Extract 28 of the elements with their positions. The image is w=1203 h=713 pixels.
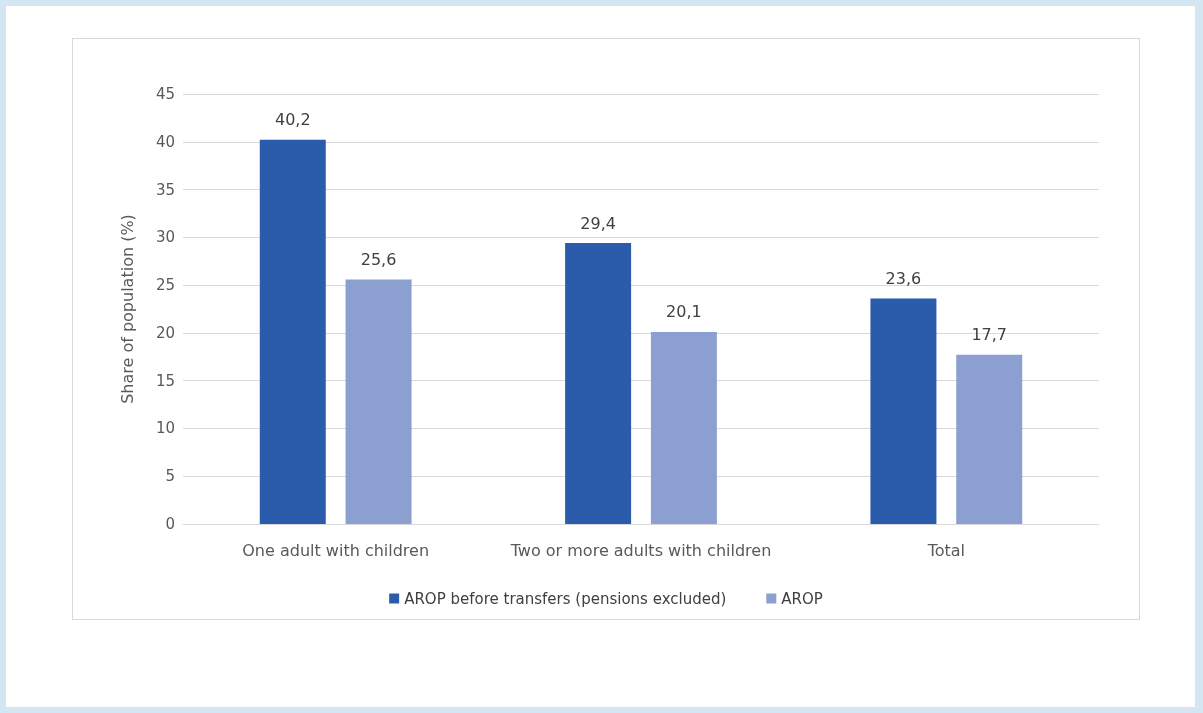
bar: [650, 331, 717, 524]
y-tick-label: 0: [165, 515, 175, 533]
legend-label: AROP: [781, 589, 823, 608]
y-tick-label: 30: [155, 228, 175, 247]
bar: [870, 298, 937, 524]
bar: [565, 243, 632, 524]
bar: [956, 354, 1023, 524]
bar: [259, 139, 326, 524]
y-tick-label: 35: [155, 180, 175, 199]
data-label: 20,1: [666, 302, 702, 322]
y-tick-label: 25: [155, 276, 175, 295]
y-tick-label: 5: [165, 467, 175, 486]
y-tick-label: 20: [155, 323, 175, 342]
data-label: 17,7: [971, 325, 1008, 345]
data-label: 25,6: [360, 249, 397, 269]
y-axis-title: Share of population (%): [117, 214, 137, 404]
y-tick-label: 10: [155, 419, 175, 438]
data-label: 29,4: [580, 213, 616, 233]
y-tick-label: 15: [155, 371, 175, 390]
bar: [345, 279, 412, 524]
x-tick-label: One adult with children: [242, 540, 430, 560]
x-tick-label: Total: [926, 540, 966, 560]
y-tick-label: 45: [155, 85, 175, 103]
data-label: 40,2: [274, 110, 311, 130]
data-label: 23,6: [885, 268, 922, 288]
legend-label: AROP before transfers (pensions excluded): [404, 589, 727, 608]
x-tick-label: Two or more adults with children: [509, 540, 772, 560]
y-tick-label: 40: [155, 132, 175, 151]
